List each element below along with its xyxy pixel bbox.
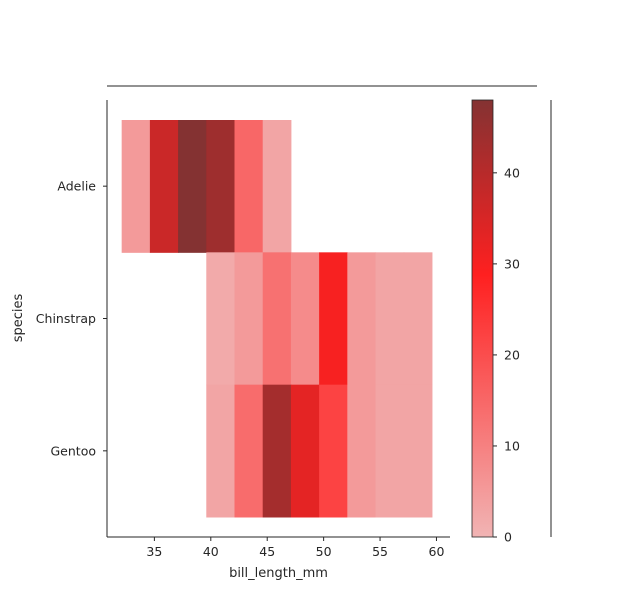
- colorbar-tick-label: 20: [504, 347, 520, 362]
- colorbar-gradient: [471, 99, 494, 538]
- heatmap-cell-chinstrap-9: [375, 252, 405, 386]
- y-tick-label-gentoo: Gentoo: [51, 443, 97, 458]
- y-axis-label: species: [11, 294, 26, 343]
- x-tick-label: 55: [372, 544, 388, 559]
- heatmap-cell-chinstrap-8: [347, 252, 377, 386]
- heatmap-cell-chinstrap-5: [262, 252, 292, 386]
- colorbar: 0 10 20 30 40: [471, 99, 520, 545]
- heatmap-cell-gentoo-10: [403, 384, 433, 518]
- x-tick-label: 50: [316, 544, 332, 559]
- heatmap-cell-gentoo-4: [234, 384, 264, 518]
- heatmap-cell-chinstrap-4: [234, 252, 264, 386]
- x-tick-label: 45: [259, 544, 275, 559]
- heatmap-cell-gentoo-8: [347, 384, 377, 518]
- heatmap-cell-gentoo-6: [290, 384, 320, 518]
- x-axis-label: bill_length_mm: [229, 566, 328, 581]
- heatmap-cell-gentoo-9: [375, 384, 405, 518]
- heatmap-cell-adelie-5: [262, 120, 292, 253]
- heatmap-cell-gentoo-7: [319, 384, 348, 518]
- heatmap-cells: [121, 120, 433, 518]
- heatmap-cell-adelie-3: [206, 120, 235, 253]
- heatmap-cell-adelie-0: [121, 120, 151, 253]
- y-tick-label-chinstrap: Chinstrap: [36, 311, 96, 326]
- x-tick-label: 40: [203, 544, 219, 559]
- heatmap-cell-adelie-2: [178, 120, 207, 253]
- x-tick-label: 35: [146, 544, 162, 559]
- colorbar-tick-label: 30: [504, 256, 520, 271]
- colorbar-tick-label: 0: [504, 530, 512, 545]
- main-axes: 35 40 45 50 55 60 Adelie Chinstrap Gentoo bill_le…: [11, 100, 450, 581]
- heatmap-cell-chinstrap-10: [403, 252, 433, 386]
- heatmap-cell-adelie-1: [149, 120, 179, 253]
- x-tick-label: 60: [429, 544, 445, 559]
- y-tick-label-adelie: Adelie: [57, 179, 96, 194]
- marginal-axes: [107, 85, 552, 537]
- colorbar-tick-label: 10: [504, 438, 520, 453]
- heatmap-cell-gentoo-5: [262, 384, 292, 518]
- colorbar-tick-label: 40: [504, 165, 520, 180]
- heatmap-cell-chinstrap-7: [319, 252, 348, 386]
- heatmap-cell-gentoo-3: [206, 384, 235, 518]
- heatmap-cell-chinstrap-3: [206, 252, 235, 386]
- heatmap-cell-chinstrap-6: [290, 252, 320, 386]
- heatmap-cell-adelie-4: [234, 120, 264, 253]
